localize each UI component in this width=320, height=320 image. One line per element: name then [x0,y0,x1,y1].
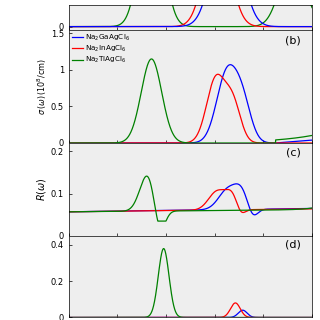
Line: Na$_2$GaAgCl$_6$: Na$_2$GaAgCl$_6$ [69,65,312,143]
Na$_2$GaAgCl$_6$ [228,63,232,67]
Na$_2$InAgCl$_6$ [171,141,174,145]
Na$_2$GaAgCl$_6$ [279,140,283,144]
Text: (c): (c) [286,148,301,158]
Na$_2$GaAgCl$_6$ [67,141,71,145]
Na$_2$GaAgCl$_6$ [160,141,164,145]
Na$_2$InAgCl$_6$ [67,141,71,145]
Na$_2$TlAgCl$_6$ [310,133,314,137]
Na$_2$InAgCl$_6$ [95,141,99,145]
Na$_2$TlAgCl$_6$ [171,131,175,135]
Line: Na$_2$TlAgCl$_6$: Na$_2$TlAgCl$_6$ [69,59,312,143]
Na$_2$InAgCl$_6$ [305,141,309,145]
Text: (b): (b) [285,36,301,45]
Na$_2$GaAgCl$_6$ [305,139,309,142]
Na$_2$TlAgCl$_6$ [279,138,283,141]
Na$_2$GaAgCl$_6$ [171,141,174,145]
Line: Na$_2$InAgCl$_6$: Na$_2$InAgCl$_6$ [69,74,312,143]
Na$_2$TlAgCl$_6$ [306,134,309,138]
Text: (d): (d) [285,240,301,250]
Na$_2$TlAgCl$_6$ [149,57,153,61]
Na$_2$InAgCl$_6$ [160,141,164,145]
Na$_2$GaAgCl$_6$ [109,141,113,145]
Na$_2$InAgCl$_6$ [279,141,283,145]
Na$_2$TlAgCl$_6$ [274,141,277,145]
Na$_2$GaAgCl$_6$ [310,138,314,142]
Na$_2$InAgCl$_6$ [310,141,314,145]
Na$_2$TlAgCl$_6$ [160,92,164,96]
Legend: Na$_2$GaAgCl$_6$, Na$_2$InAgCl$_6$, Na$_2$TlAgCl$_6$: Na$_2$GaAgCl$_6$, Na$_2$InAgCl$_6$, Na$_… [71,32,131,66]
Na$_2$InAgCl$_6$ [216,72,220,76]
Na$_2$GaAgCl$_6$ [95,141,99,145]
Na$_2$TlAgCl$_6$ [109,141,113,145]
Y-axis label: $R(\omega)$: $R(\omega)$ [35,178,48,201]
Na$_2$InAgCl$_6$ [109,141,113,145]
Na$_2$TlAgCl$_6$ [67,141,71,145]
Y-axis label: $\sigma\,(\omega)\,(10^8/\mathrm{cm})$: $\sigma\,(\omega)\,(10^8/\mathrm{cm})$ [36,58,49,115]
Na$_2$TlAgCl$_6$ [95,141,99,145]
